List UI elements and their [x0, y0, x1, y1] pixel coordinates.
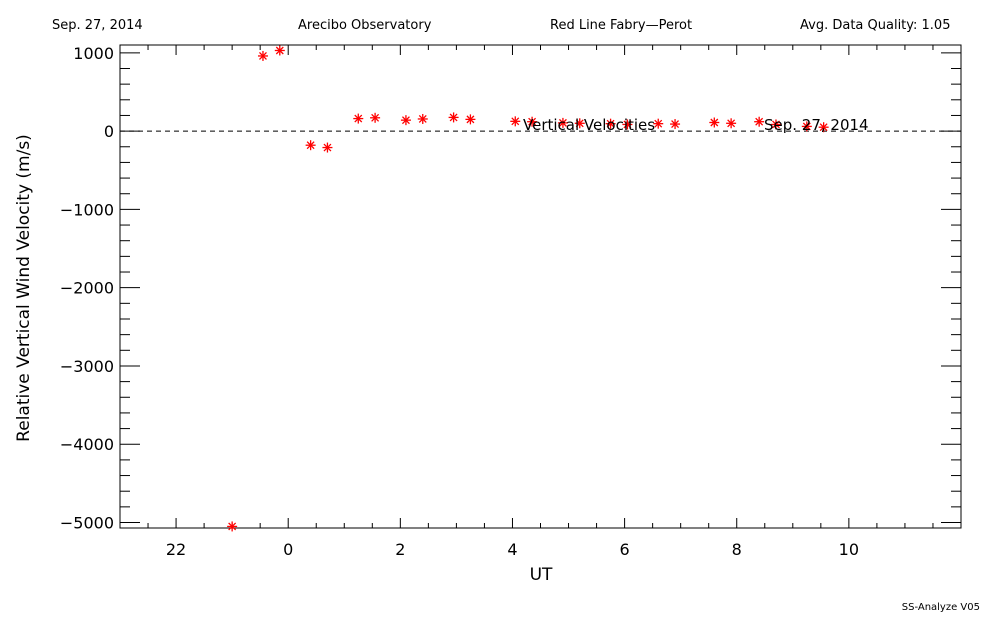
data-point	[622, 119, 633, 130]
y-tick-label: −5000	[60, 514, 114, 533]
data-point	[670, 119, 681, 130]
data-point	[227, 521, 238, 532]
data-point	[726, 118, 737, 129]
header-observatory: Arecibo Observatory	[298, 18, 432, 33]
data-point	[257, 50, 268, 61]
header-date: Sep. 27, 2014	[52, 18, 143, 33]
data-point	[400, 115, 411, 126]
y-tick-label: −2000	[60, 279, 114, 298]
annotation-date: Sep. 27, 2014	[764, 116, 869, 134]
data-point	[770, 119, 781, 130]
data-point	[305, 140, 316, 151]
data-point	[417, 113, 428, 124]
header-quality: Avg. Data Quality: 1.05	[800, 18, 951, 33]
x-tick-label: 8	[732, 540, 742, 559]
header-instrument: Red Line Fabry—Perot	[550, 18, 693, 33]
data-point	[353, 113, 364, 124]
data-point	[754, 116, 765, 127]
data-points-group	[227, 45, 829, 532]
data-point	[322, 142, 333, 153]
x-tick-label: 10	[839, 540, 859, 559]
software-version: SS-Analyze V05	[901, 602, 980, 613]
data-point	[370, 112, 381, 123]
y-tick-label: −3000	[60, 357, 114, 376]
x-axis-label: UT	[530, 565, 553, 585]
data-point	[448, 112, 459, 123]
data-point	[510, 116, 521, 127]
data-point	[709, 117, 720, 128]
data-point	[527, 116, 538, 127]
tick-labels-group: 22 0 2 4 6 8 10 1000 0 −1000 −2000 −3000 −4000 −5000	[60, 44, 859, 559]
y-tick-label: 0	[104, 122, 114, 141]
y-axis-label: Relative Vertical Wind Velocity (m/s)	[14, 134, 34, 442]
data-point	[557, 117, 568, 128]
data-point	[605, 118, 616, 129]
data-point	[801, 121, 812, 132]
data-point	[465, 114, 476, 125]
y-tick-label: −1000	[60, 200, 114, 219]
data-point	[653, 118, 664, 129]
data-point	[274, 45, 285, 56]
tick-group	[119, 45, 961, 528]
x-tick-label: 0	[283, 540, 293, 559]
y-tick-label: 1000	[73, 44, 114, 63]
y-tick-label: −4000	[60, 435, 114, 454]
data-point	[818, 122, 829, 133]
x-tick-label: 22	[166, 540, 186, 559]
x-tick-label: 4	[507, 540, 517, 559]
data-point	[574, 118, 585, 129]
x-tick-label: 2	[395, 540, 405, 559]
annotation-vertical-velocities: Vertical Velocities	[523, 116, 655, 134]
x-tick-label: 6	[620, 540, 630, 559]
